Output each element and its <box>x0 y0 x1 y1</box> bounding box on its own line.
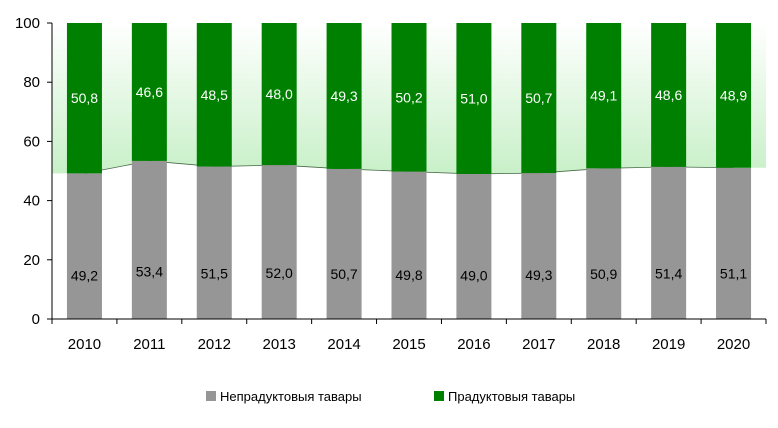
data-label: 50,9 <box>590 266 617 282</box>
data-label: 51,0 <box>460 90 487 106</box>
data-label: 46,6 <box>136 84 163 100</box>
data-label: 49,3 <box>330 88 357 104</box>
bar-segment-non-food <box>326 168 362 319</box>
bar-segment-non-food <box>196 166 232 319</box>
bar-segment-food <box>716 23 752 168</box>
x-tick-label: 2020 <box>717 336 750 353</box>
data-label: 53,4 <box>136 264 163 280</box>
y-tick-label: 0 <box>32 311 40 328</box>
data-label: 51,5 <box>201 265 228 281</box>
data-label: 50,2 <box>395 89 422 105</box>
x-tick-label: 2011 <box>133 336 165 353</box>
legend-label-non-food: Непрадуктовыя тавары <box>220 389 362 404</box>
data-label: 50,8 <box>71 90 98 106</box>
bar-segment-non-food <box>521 173 557 319</box>
bar-segment-food <box>131 23 167 161</box>
legend-swatch-non-food <box>206 391 216 401</box>
y-tick-label: 20 <box>23 252 40 269</box>
data-label: 48,9 <box>720 87 747 103</box>
x-tick-label: 2012 <box>198 336 231 353</box>
x-tick-label: 2010 <box>68 336 101 353</box>
data-label: 48,6 <box>655 87 682 103</box>
legend-swatch-food <box>434 391 444 401</box>
bar-segment-food <box>586 23 622 169</box>
data-label: 52,0 <box>266 265 293 281</box>
y-tick-label: 100 <box>15 15 40 32</box>
bar-segment-non-food <box>586 168 622 319</box>
legend-label-food: Прадуктовыя тавары <box>448 389 575 404</box>
x-tick-label: 2016 <box>457 336 490 353</box>
y-tick-label: 40 <box>23 193 40 210</box>
data-label: 48,5 <box>201 87 228 103</box>
bar-segment-non-food <box>131 160 167 319</box>
y-tick-label: 60 <box>23 133 40 150</box>
x-tick-label: 2017 <box>522 336 555 353</box>
bar-segment-non-food <box>261 165 297 319</box>
x-tick-label: 2013 <box>262 336 295 353</box>
y-axis: 0 20 40 60 80 100 <box>15 15 53 328</box>
x-axis: 2010 2011 2012 2013 2014 2015 2016 2017 2018 2019… <box>51 318 767 353</box>
bar-segment-food <box>196 23 232 167</box>
data-label: 49,3 <box>525 267 552 283</box>
bar-segment-food <box>651 23 687 167</box>
plot-area: 49,2 50,8 53,4 46,6 51,5 48,5 52,0 48,0 50,7 49,3… <box>52 23 766 319</box>
x-tick-label: 2019 <box>652 336 685 353</box>
data-label: 50,7 <box>525 90 552 106</box>
bar-segment-food <box>326 23 362 169</box>
bar-segment-non-food <box>66 173 102 319</box>
data-label: 51,1 <box>720 266 747 282</box>
bar-segment-food <box>66 23 102 174</box>
data-label: 49,2 <box>71 267 98 283</box>
y-tick-label: 80 <box>23 74 40 91</box>
bar-segment-non-food <box>391 171 427 319</box>
x-tick-label: 2018 <box>587 336 620 353</box>
legend: Непрадуктовыя тавары Прадуктовыя тавары <box>206 389 575 404</box>
bar-segment-food <box>261 23 297 166</box>
x-tick-label: 2015 <box>392 336 425 353</box>
data-label: 49,1 <box>590 88 617 104</box>
bar-segment-food <box>521 23 557 174</box>
x-tick-label: 2014 <box>327 336 360 353</box>
bar-segment-non-food <box>456 173 492 319</box>
data-label: 50,7 <box>330 266 357 282</box>
bar-segment-non-food <box>651 166 687 319</box>
data-label: 51,4 <box>655 265 682 281</box>
bar-segment-food <box>456 23 492 174</box>
data-label: 49,8 <box>395 267 422 283</box>
bar-segment-non-food <box>716 167 752 319</box>
data-label: 49,0 <box>460 267 487 283</box>
bar-segment-food <box>391 23 427 172</box>
data-label: 48,0 <box>266 86 293 102</box>
